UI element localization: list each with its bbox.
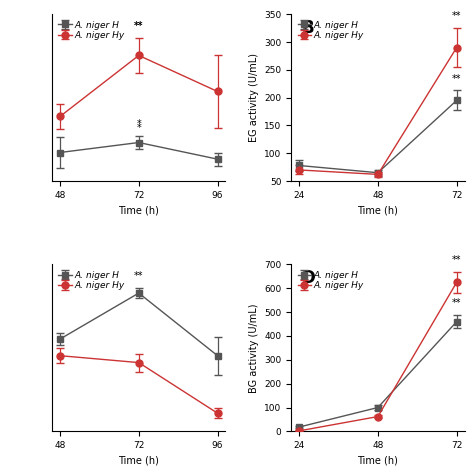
Y-axis label: EG activity (U/mL): EG activity (U/mL): [249, 53, 259, 142]
X-axis label: Time (h): Time (h): [357, 205, 398, 215]
Text: **: **: [452, 74, 461, 84]
Legend: A. niger H, A. niger Hy: A. niger H, A. niger Hy: [57, 269, 127, 292]
Legend: A. niger H, A. niger Hy: A. niger H, A. niger Hy: [296, 269, 366, 292]
Y-axis label: BG activity (U/mL): BG activity (U/mL): [249, 303, 259, 392]
Legend: A. niger H, A. niger Hy: A. niger H, A. niger Hy: [57, 19, 127, 42]
Legend: A. niger H, A. niger Hy: A. niger H, A. niger Hy: [296, 19, 366, 42]
Text: D: D: [301, 270, 315, 288]
Text: *: *: [137, 122, 141, 133]
Text: B: B: [301, 19, 314, 37]
X-axis label: Time (h): Time (h): [118, 205, 159, 215]
Text: *: *: [137, 119, 141, 129]
Text: **: **: [134, 21, 144, 31]
Text: **: **: [452, 298, 461, 309]
Text: **: **: [134, 21, 144, 31]
Text: **: **: [134, 271, 144, 281]
X-axis label: Time (h): Time (h): [357, 456, 398, 465]
Text: **: **: [452, 255, 461, 265]
Text: **: **: [452, 11, 461, 21]
X-axis label: Time (h): Time (h): [118, 456, 159, 465]
